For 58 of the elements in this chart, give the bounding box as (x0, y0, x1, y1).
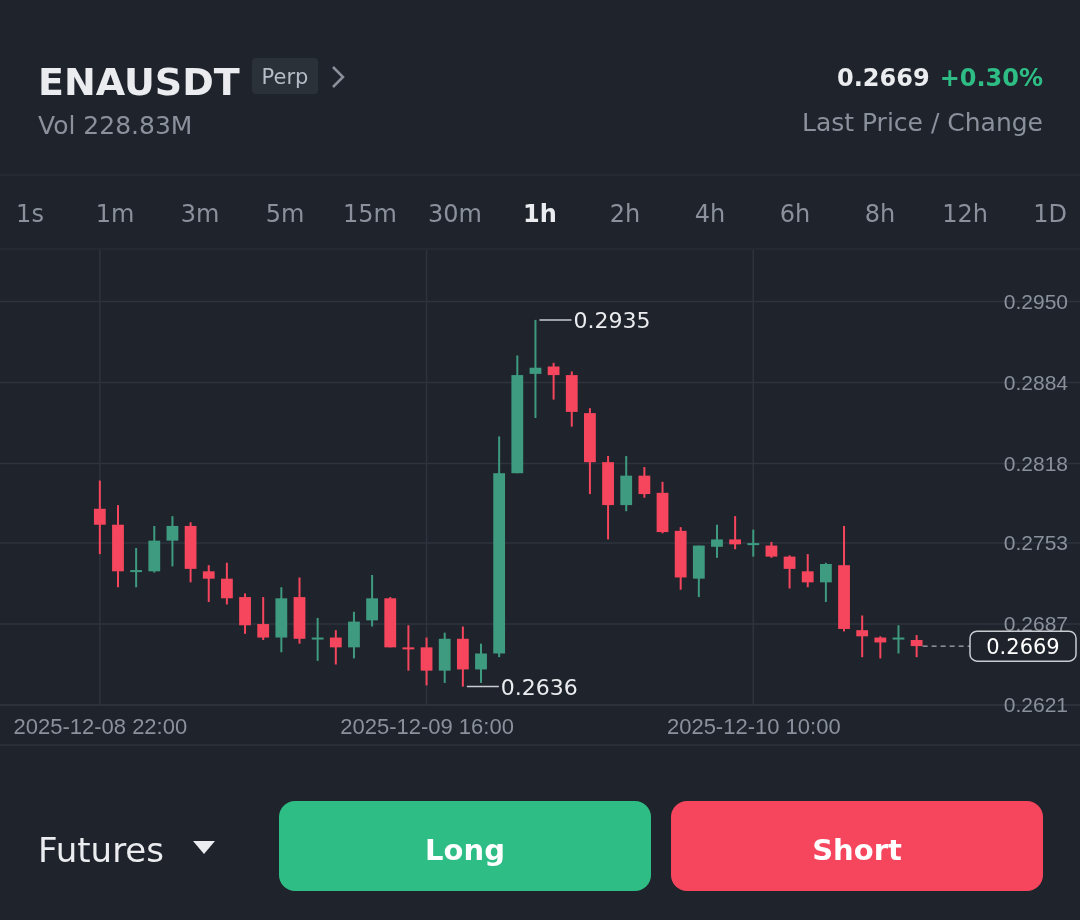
candlestick (93, 479, 106, 556)
candlestick (311, 616, 324, 662)
text: 6h (779, 200, 811, 228)
text: 1D (1033, 200, 1067, 228)
candlestick (638, 466, 651, 499)
y-tick-label: 0.2687 (1003, 612, 1068, 636)
text: 2h (609, 200, 641, 228)
text: 8h (864, 200, 896, 228)
annotation: 0.2636 (500, 674, 578, 700)
y-tick-label: 0.2818 (1003, 451, 1068, 475)
candlestick (747, 528, 760, 558)
candlestick (711, 523, 723, 559)
text: 4h (694, 200, 726, 228)
annotation: 0.2935 (573, 307, 651, 333)
candlestick (729, 515, 742, 551)
candlestick (783, 554, 796, 590)
candlestick (366, 574, 378, 628)
text: Last Price / Change (801, 108, 1043, 137)
candlestick (130, 547, 143, 589)
x-tick-label: 2025-12-08 22:00 (13, 714, 188, 740)
chart-title: ENAUSDT (38, 60, 240, 104)
x-tick-label: 2025-12-10 10:00 (666, 714, 841, 740)
candlestick (257, 596, 270, 641)
candlestick (166, 515, 179, 568)
text: 5m (265, 200, 305, 228)
x-tick-label: 2025-12-09 16:00 (340, 714, 514, 740)
y-tick-label: 0.2884 (1003, 370, 1069, 394)
candlestick (202, 564, 215, 603)
candlestick (402, 624, 415, 672)
text: 1m (95, 200, 135, 228)
text: 1h (523, 200, 557, 228)
text: 30m (428, 200, 482, 228)
y-tick-label: 0.2950 (1003, 289, 1068, 313)
y-tick-label: 0.2621 (1003, 693, 1068, 717)
text: Long (425, 833, 505, 867)
text: 1s (16, 200, 44, 228)
chart-subtitle: Vol 228.83M (38, 111, 193, 140)
ref-line-label: 0.2669 (986, 634, 1060, 659)
text: Futures (38, 830, 164, 870)
candlestick (910, 634, 923, 659)
candlestick (856, 614, 869, 659)
text: Perp (261, 65, 309, 89)
y-tick-label: 0.2753 (1003, 531, 1068, 555)
text: +0.30% (939, 64, 1043, 92)
text: 0.2669 (837, 64, 930, 92)
candlestick (801, 553, 814, 589)
text: Short (812, 833, 902, 867)
candlestick (475, 642, 487, 684)
candlestick (547, 361, 560, 401)
text: 3m (180, 200, 220, 228)
text: 15m (343, 200, 397, 228)
candlestick (420, 636, 433, 687)
candlestick (220, 561, 233, 606)
text: 12h (942, 200, 988, 228)
candlestick (819, 561, 832, 603)
candlestick (329, 629, 342, 666)
candlestick (892, 624, 905, 655)
candlestick (529, 318, 542, 420)
